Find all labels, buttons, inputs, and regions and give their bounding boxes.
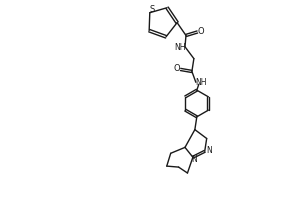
Text: O: O [198, 27, 204, 36]
Text: S: S [149, 5, 154, 14]
Text: NH: NH [174, 43, 185, 52]
Text: N: N [191, 155, 197, 164]
Text: NH: NH [196, 78, 207, 87]
Text: N: N [206, 146, 212, 155]
Text: O: O [173, 64, 180, 73]
